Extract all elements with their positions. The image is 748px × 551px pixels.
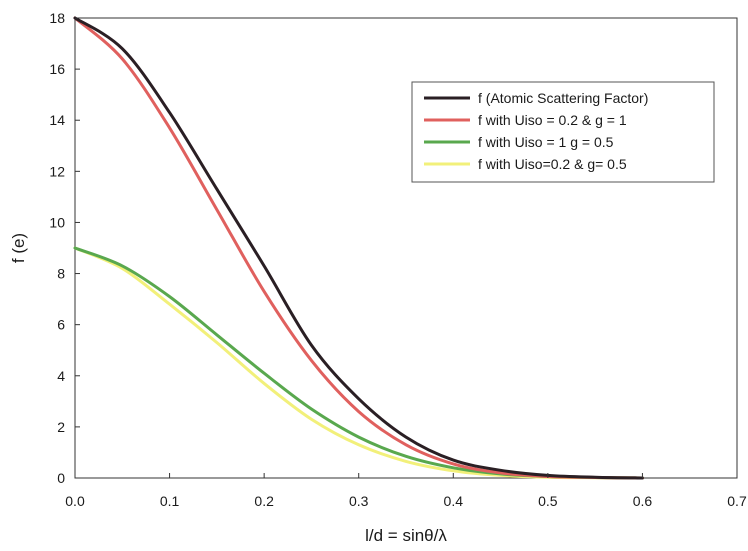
y-tick-label: 18 [49,10,65,26]
y-tick-label: 0 [57,470,65,486]
y-tick-label: 4 [57,368,65,384]
legend: f (Atomic Scattering Factor) f with Uiso … [411,81,715,183]
y-tick-label: 16 [49,61,65,77]
x-tick-label: 0.6 [633,493,653,509]
x-axis-ticks: 0.0 0.1 0.2 0.3 0.4 0.5 0.6 0.7 [65,473,747,509]
x-tick-label: 0.7 [727,493,747,509]
y-axis-ticks: 0 2 4 6 8 10 12 14 16 18 [49,10,80,486]
x-tick-label: 0.2 [254,493,274,509]
x-tick-label: 0.0 [65,493,85,509]
x-tick-label: 0.4 [444,493,464,509]
legend-label-2: f with Uiso = 0.2 & g = 1 [478,112,627,128]
x-axis-title: l/d = sinθ/λ [365,526,447,545]
y-tick-label: 14 [49,112,65,128]
x-tick-label: 0.5 [538,493,558,509]
y-tick-label: 6 [57,317,65,333]
legend-label-3: f with Uiso = 1 g = 0.5 [478,134,614,150]
y-tick-label: 12 [49,163,65,179]
y-tick-label: 8 [57,266,65,282]
legend-label-4: f with Uiso=0.2 & g= 0.5 [478,156,627,172]
y-axis-title: f (e) [9,233,28,263]
x-tick-label: 0.1 [160,493,180,509]
x-tick-label: 0.3 [349,493,369,509]
y-tick-label: 2 [57,419,65,435]
series-line-1 [73,16,644,480]
legend-label-1: f (Atomic Scattering Factor) [478,90,648,106]
y-tick-label: 10 [49,214,65,230]
